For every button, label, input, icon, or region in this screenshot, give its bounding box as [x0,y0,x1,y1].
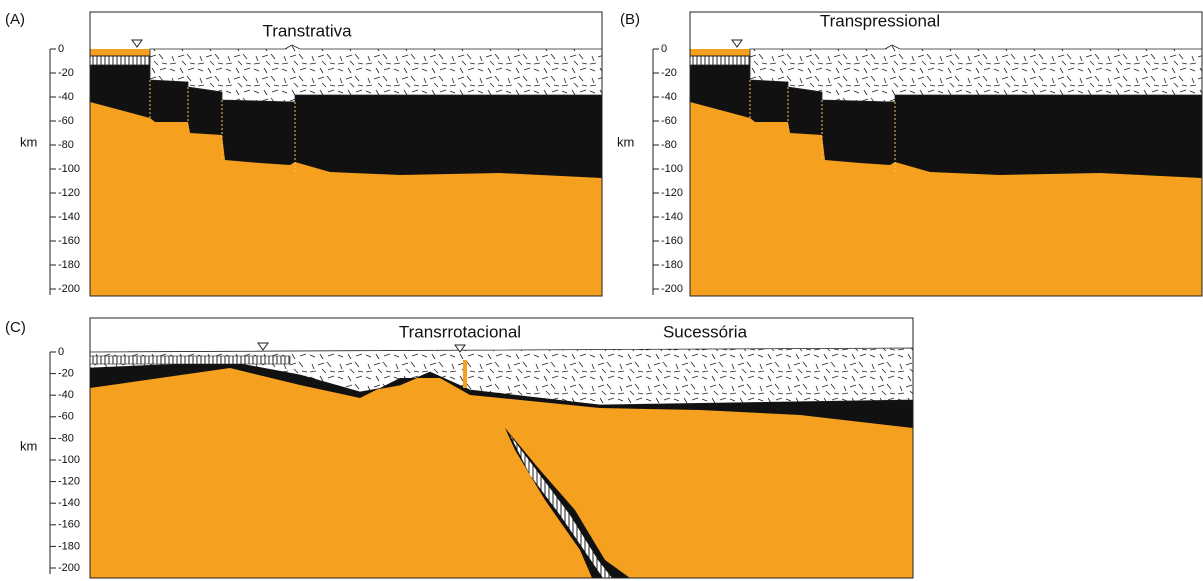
tick-label: -60 [58,115,74,127]
tick-label: -100 [58,163,80,175]
tick-label: -200 [58,283,80,295]
tick-label: -140 [661,211,683,223]
panel-title: Transtrativa [262,21,352,40]
tick-label: -140 [58,497,80,509]
panel-title: Sucessória [663,322,748,341]
tick-label: -120 [661,187,683,199]
tick-label: -100 [661,163,683,175]
panel-title: Transrrotacional [399,322,521,341]
tick-label: -120 [58,187,80,199]
axis-label: km [617,134,634,149]
panel-label: (A) [5,11,25,28]
tick-label: -80 [661,139,677,151]
tick-label: -200 [661,283,683,295]
tick-label: -60 [58,411,74,423]
axis-label: km [20,134,37,149]
tick-label: -20 [58,67,74,79]
section-c [89,317,914,579]
tick-label: -180 [661,259,683,271]
tick-label: -140 [58,211,80,223]
tick-label: -40 [58,389,74,401]
panel-title: Transpressional [820,11,940,30]
tick-label: 0 [58,43,64,55]
tick-label: -80 [58,432,74,444]
tick-label: 0 [58,346,64,358]
tick-label: -20 [58,368,74,380]
tick-label: -60 [661,115,677,127]
section-b [689,11,1203,297]
panel-label: (B) [620,11,640,28]
tick-label: 0 [661,43,667,55]
tick-label: -80 [58,139,74,151]
tick-label: -160 [661,235,683,247]
axis-label: km [20,438,37,453]
tick-label: -40 [661,91,677,103]
labels: (A) Transtrativa km 0 -20 -40 -60 -80 -100 -120 -1… [5,11,940,574]
tick-label: -200 [58,562,80,574]
tick-label: -180 [58,259,80,271]
tick-label: -160 [58,235,80,247]
tick-label: -180 [58,540,80,552]
tick-label: -40 [58,91,74,103]
tick-label: -20 [661,67,677,79]
tick-label: -160 [58,519,80,531]
tick-label: -120 [58,476,80,488]
tick-label: -100 [58,454,80,466]
section-a [89,11,603,297]
panel-label: (C) [5,319,26,336]
